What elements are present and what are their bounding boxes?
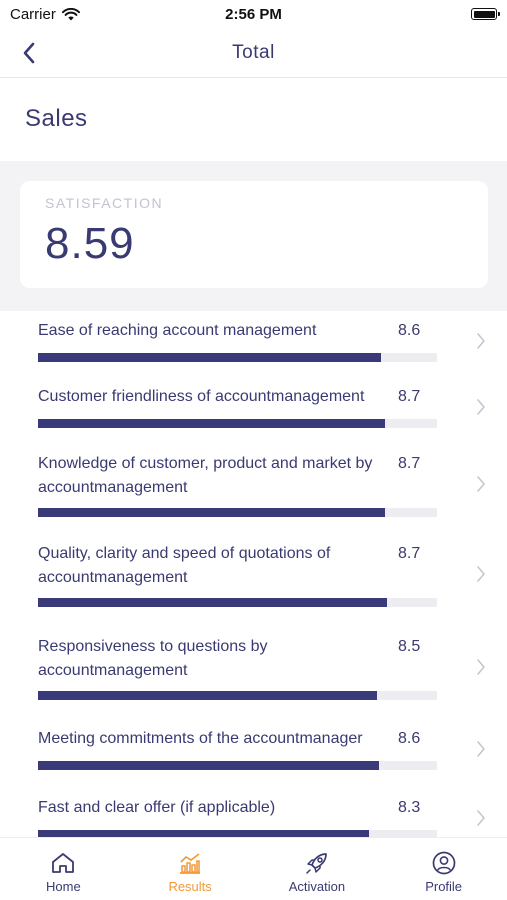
tab-activation[interactable]: Activation [254,838,381,900]
score-bar-fill [38,419,386,428]
score-bar-track [38,761,437,770]
chevron-right-icon [477,476,485,492]
tab-home-label: Home [46,879,81,894]
criteria-score: 8.5 [398,638,421,655]
section-title: Sales [25,105,88,132]
criteria-label: Quality, clarity and speed of quotations… [38,545,331,586]
criteria-score: 8.6 [398,730,421,747]
criteria-score: 8.6 [398,322,421,339]
chevron-right-icon [477,333,485,349]
score-bar-fill [38,353,382,362]
criteria-label: Ease of reaching account management [38,322,317,339]
chevron-right-icon [477,741,485,757]
tab-profile[interactable]: Profile [380,838,507,900]
criteria-item[interactable]: Fast and clear offer (if applicable) 8.3 [0,788,507,837]
criteria-item[interactable]: Responsiveness to questions by accountma… [0,627,507,719]
chevron-right-icon [477,810,485,826]
score-bar-track [38,691,437,700]
criteria-score: 8.7 [398,545,421,562]
chevron-right-icon [477,399,485,415]
criteria-item[interactable]: Customer friendliness of accountmanageme… [0,377,507,444]
criteria-item[interactable]: Meeting commitments of the accountmanage… [0,719,507,788]
criteria-item[interactable]: Quality, clarity and speed of quotations… [0,534,507,627]
back-button[interactable] [14,38,44,68]
score-bar-track [38,598,437,607]
score-bar-track [38,353,437,362]
tab-home[interactable]: Home [0,838,127,900]
wifi-icon [61,7,80,20]
home-icon [52,853,75,873]
rocket-icon [306,853,327,874]
criteria-score: 8.7 [398,455,421,472]
chevron-left-icon [23,42,35,64]
tab-profile-label: Profile [425,879,463,894]
score-bar-fill [38,691,378,700]
score-bar-fill [38,830,370,837]
criteria-label: Fast and clear offer (if applicable) [38,799,276,816]
status-bar: Carrier 2:56 PM [0,0,507,28]
criteria-label: Knowledge of customer, product and marke… [38,455,373,496]
criteria-item[interactable]: Knowledge of customer, product and marke… [0,444,507,534]
score-bar-track [38,830,437,837]
satisfaction-label: SATISFACTION [45,195,164,211]
criteria-list: Ease of reaching account management 8.6 Cu… [0,311,507,837]
criteria-label: Responsiveness to questions by accountma… [38,638,268,679]
chevron-right-icon [477,659,485,675]
score-bar-fill [38,598,388,607]
criteria-label: Customer friendliness of accountmanageme… [38,388,365,405]
score-bar-fill [38,508,386,517]
profile-icon [432,851,455,875]
nav-bar: Total [0,28,507,78]
tab-bar: Home Results Activation Profile [0,837,507,900]
criteria-item[interactable]: Ease of reaching account management 8.6 [0,311,507,377]
tab-activation-label: Activation [288,879,346,894]
satisfaction-card: SATISFACTION 8.59 [20,181,488,288]
tab-results-label: Results [168,879,212,894]
tab-results[interactable]: Results [127,838,254,900]
score-bar-fill [38,761,380,770]
page-title: Total [232,41,275,63]
chevron-right-icon [477,566,485,582]
carrier-label: Carrier [10,5,56,23]
battery-icon [471,8,500,20]
score-bar-track [38,508,437,517]
section-header: Sales [0,79,507,161]
score-bar-track [38,419,437,428]
chart-icon [180,853,201,874]
criteria-score: 8.7 [398,388,421,405]
criteria-score: 8.3 [398,799,421,816]
status-left: Carrier [10,6,80,23]
criteria-label: Meeting commitments of the accountmanage… [38,730,363,747]
satisfaction-score: 8.59 [45,219,135,268]
